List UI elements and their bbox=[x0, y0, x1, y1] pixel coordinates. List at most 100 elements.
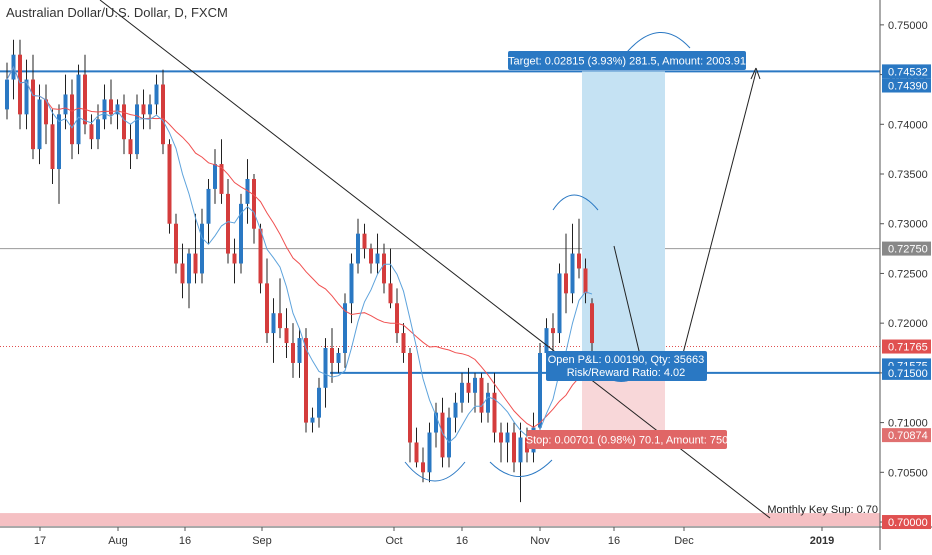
candle-body bbox=[460, 382, 464, 403]
candle-body bbox=[174, 223, 178, 264]
price-tag-label: 0.74390 bbox=[888, 81, 928, 93]
price-tag-box bbox=[882, 64, 931, 79]
moving-average-fast bbox=[6, 65, 593, 444]
price-tag-box bbox=[882, 241, 931, 256]
candle-body bbox=[180, 263, 185, 284]
candle-body bbox=[76, 74, 81, 145]
candle-body bbox=[427, 432, 432, 473]
y-tick-label: 0.73000 bbox=[888, 219, 928, 231]
x-tick-label: 17 bbox=[34, 535, 46, 547]
y-tick-label: 0.72500 bbox=[888, 268, 928, 280]
x-tick-label: 16 bbox=[179, 535, 191, 547]
candle-body bbox=[551, 328, 555, 334]
candle-body bbox=[375, 253, 380, 264]
projection-arrowhead bbox=[750, 67, 761, 80]
candle-body bbox=[284, 328, 289, 344]
candle-body bbox=[187, 253, 191, 284]
price-tag-label: 0.70000 bbox=[888, 517, 928, 529]
candle-body bbox=[128, 139, 133, 155]
x-tick-label: 2019 bbox=[810, 535, 834, 547]
x-tick-label: 16 bbox=[456, 535, 468, 547]
price-tag-box bbox=[882, 515, 931, 530]
target-label: Target: 0.02815 (3.93%) 281.5, Amount: 2… bbox=[508, 56, 746, 68]
candle-body bbox=[265, 283, 269, 334]
candle-body bbox=[63, 94, 68, 115]
moving-average-slow bbox=[6, 65, 593, 428]
candle-body bbox=[24, 79, 29, 115]
candle-body bbox=[408, 352, 412, 443]
candle-body bbox=[492, 392, 497, 433]
y-tick-label: 0.73500 bbox=[888, 169, 928, 181]
head-arc bbox=[489, 459, 553, 477]
candle-body bbox=[89, 124, 94, 140]
x-tick-label: Dec bbox=[674, 535, 694, 547]
candle-body bbox=[570, 253, 575, 294]
candle-body bbox=[323, 348, 328, 388]
y-tick-label: 0.72000 bbox=[888, 318, 928, 330]
candle-body bbox=[330, 348, 334, 363]
candle-body bbox=[577, 253, 581, 269]
candle-body bbox=[83, 74, 87, 125]
candle-body bbox=[440, 412, 445, 458]
candle-body bbox=[239, 203, 243, 264]
y-tick-label: 0.70500 bbox=[888, 467, 928, 479]
candle-body bbox=[538, 352, 542, 428]
candle-body bbox=[141, 104, 146, 115]
candle-body bbox=[421, 462, 425, 473]
candle-body bbox=[31, 79, 35, 150]
candle-body bbox=[291, 343, 295, 363]
candle-body bbox=[466, 382, 471, 393]
target-top-arc bbox=[626, 32, 691, 53]
candle-body bbox=[557, 273, 562, 334]
candle-body bbox=[102, 99, 107, 120]
candle-body bbox=[336, 352, 341, 363]
candle-body bbox=[304, 338, 308, 423]
candle-body bbox=[369, 248, 373, 264]
x-tick-label: Aug bbox=[108, 535, 128, 547]
price-tag-box bbox=[882, 365, 931, 380]
candle-body bbox=[226, 193, 230, 254]
x-tick-label: 16 bbox=[608, 535, 620, 547]
candle-body bbox=[245, 178, 250, 204]
candle-body bbox=[479, 377, 484, 413]
target-zone bbox=[582, 71, 665, 373]
candle-body bbox=[486, 392, 490, 413]
candle-body bbox=[382, 253, 386, 284]
candle-body bbox=[115, 104, 120, 115]
price-tag-label: 0.70874 bbox=[888, 430, 928, 442]
candle-body bbox=[57, 114, 61, 170]
candle-body bbox=[122, 104, 126, 140]
candle-body bbox=[148, 104, 152, 115]
candle-body bbox=[109, 99, 113, 115]
candle-body bbox=[590, 303, 594, 344]
candle-body bbox=[258, 228, 263, 284]
pnl-box bbox=[546, 351, 707, 381]
price-tag-box bbox=[882, 428, 931, 443]
candle-body bbox=[297, 338, 302, 363]
candle-body bbox=[499, 432, 503, 443]
candle-body bbox=[512, 432, 516, 463]
candle-body bbox=[564, 273, 568, 294]
candle-body bbox=[362, 233, 367, 249]
candle-body bbox=[583, 268, 588, 294]
candle-body bbox=[343, 303, 347, 353]
price-tag-label: 0.71765 bbox=[888, 342, 928, 354]
candle-body bbox=[505, 432, 510, 443]
x-tick-label: Nov bbox=[530, 535, 550, 547]
y-tick-label: 0.71000 bbox=[888, 418, 928, 430]
candle-body bbox=[349, 263, 354, 304]
price-tag-label: 0.74532 bbox=[888, 66, 928, 78]
y-tick-label: 0.75000 bbox=[888, 20, 928, 32]
candle-body bbox=[388, 283, 393, 304]
candle-body bbox=[167, 144, 172, 224]
price-tag-box bbox=[882, 339, 931, 354]
x-tick-label: Sep bbox=[252, 535, 272, 547]
candle-body bbox=[278, 313, 282, 329]
candle-body bbox=[473, 377, 477, 393]
candle-body bbox=[154, 84, 159, 105]
candle-body bbox=[232, 253, 237, 264]
candle-body bbox=[44, 99, 48, 125]
